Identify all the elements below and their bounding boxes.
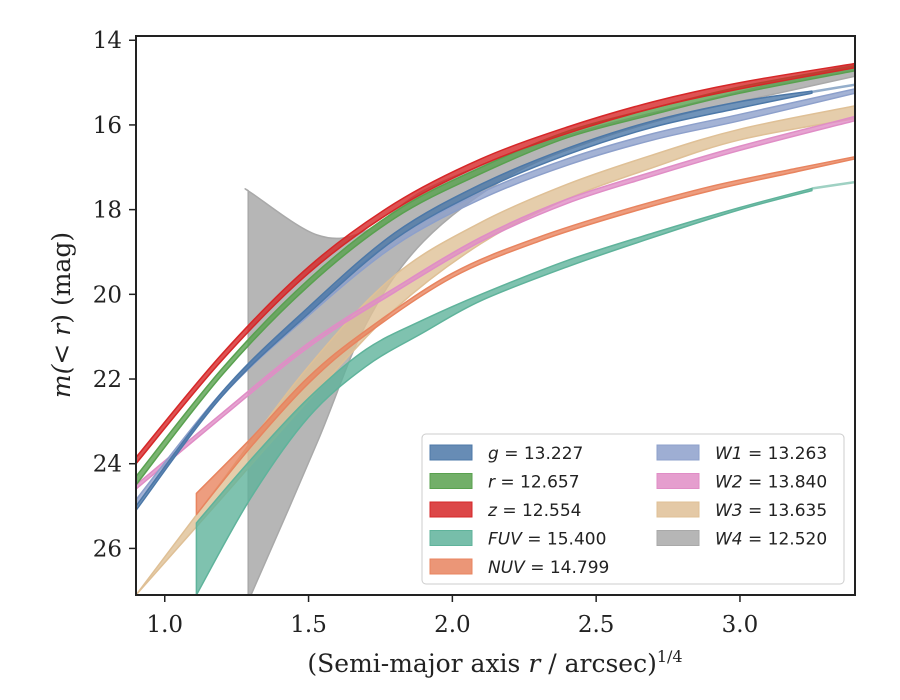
band-w2 xyxy=(136,115,855,490)
y-axis: 14 16 18 20 22 24 26 xyxy=(93,28,136,562)
legend-box xyxy=(421,433,845,585)
x-axis-title-var: r xyxy=(528,649,542,678)
band-z xyxy=(136,62,855,465)
y-tick-label: 24 xyxy=(93,452,122,478)
x-axis: 1.0 1.5 2.0 2.5 3.0 xyxy=(146,595,758,638)
x-tick-label: 3.0 xyxy=(722,612,759,638)
y-axis-title-lt: < xyxy=(47,336,76,365)
y-tick-label: 26 xyxy=(93,536,122,562)
x-tick-label: 1.5 xyxy=(290,612,327,638)
x-axis-title-main: (Semi-major axis xyxy=(307,649,528,678)
legend-label-w1: W1 = 13.263 xyxy=(715,444,827,464)
x-tick-label: 1.0 xyxy=(146,612,183,638)
y-tick-label: 20 xyxy=(93,282,122,308)
legend-swatch-z xyxy=(429,501,473,518)
legend-swatch-g xyxy=(429,444,473,461)
series-bands xyxy=(136,62,855,595)
y-tick-label: 22 xyxy=(93,367,122,393)
legend-swatch-nuv xyxy=(429,558,473,575)
legend-swatch-r xyxy=(429,473,473,489)
x-axis-title-exp: 1/4 xyxy=(657,647,683,666)
x-axis-title-unit: / arcsec) xyxy=(540,649,657,678)
legend: g = 13.227 r = 12.657 z = 12.554 FUV = 15.4… xyxy=(421,433,845,585)
band-r xyxy=(136,64,855,486)
x-tick-label: 2.0 xyxy=(434,612,471,638)
legend-label-r: r = 12.657 xyxy=(488,473,580,493)
legend-label-g: g = 13.227 xyxy=(488,444,583,464)
legend-swatch-w2 xyxy=(656,473,700,489)
y-axis-title-close: ) (mag) xyxy=(47,232,76,324)
legend-label-nuv: NUV = 14.799 xyxy=(488,558,609,578)
y-tick-label: 16 xyxy=(93,113,122,139)
y-tick-label: 18 xyxy=(93,198,122,224)
x-axis-title: (Semi-major axis r / arcsec)1/4 xyxy=(307,647,682,678)
y-tick-label: 14 xyxy=(93,28,122,54)
band-extension-g xyxy=(811,83,855,94)
plot-frame xyxy=(135,35,856,596)
legend-swatch-w3 xyxy=(656,501,700,518)
legend-swatch-w1 xyxy=(656,444,700,461)
band-extension-fuv xyxy=(811,180,855,190)
legend-label-fuv: FUV = 15.400 xyxy=(488,530,606,550)
legend-swatch-w4 xyxy=(656,530,700,546)
legend-swatch-fuv xyxy=(429,530,473,546)
band-fuv xyxy=(195,187,813,595)
legend-label-w3: W3 = 13.635 xyxy=(715,501,827,521)
legend-label-w2: W2 = 13.840 xyxy=(715,473,827,493)
band-nuv xyxy=(195,155,855,516)
x-tick-label: 2.5 xyxy=(578,612,615,638)
y-axis-title: m(< r) (mag) xyxy=(47,232,76,398)
y-axis-title-func: m( xyxy=(47,363,76,398)
legend-label-w4: W4 = 12.520 xyxy=(715,530,827,550)
legend-label-z: z = 12.554 xyxy=(487,501,581,521)
y-axis-title-var: r xyxy=(47,322,76,336)
